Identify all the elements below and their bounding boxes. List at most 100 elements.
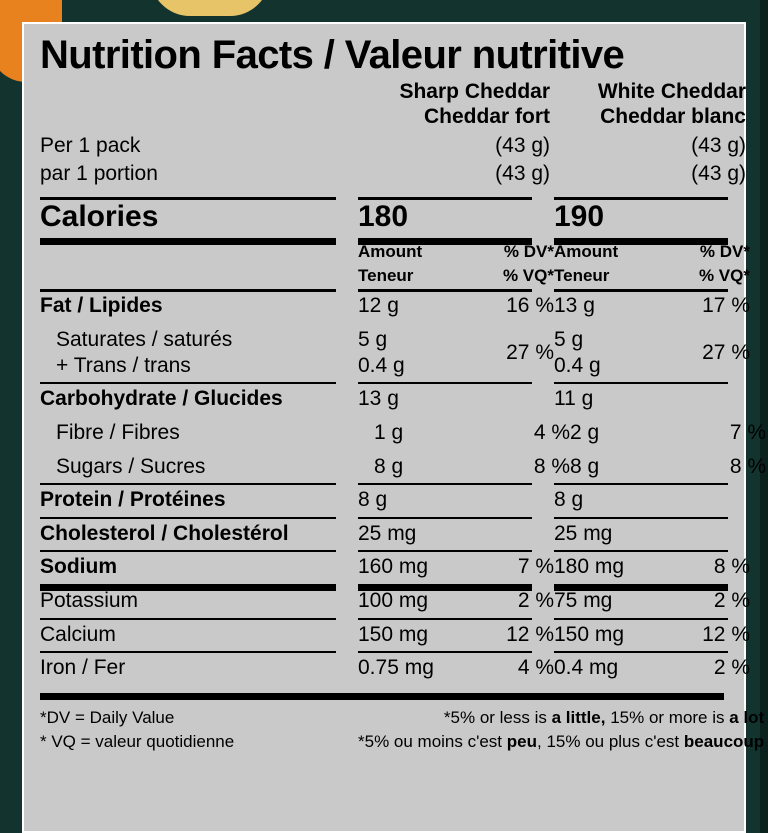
carb-dv-1	[462, 382, 558, 416]
serving-1-fr: (43 g)	[495, 162, 550, 186]
table-row: Sugars / Sucres 8 g 8 % 8 g 8 %	[40, 450, 766, 484]
serving-row-fr: par 1 portion (43 g) (43 g)	[40, 158, 746, 187]
sugars-amount-2: 8 g	[570, 454, 600, 478]
sugars-amount-1: 8 g	[374, 454, 404, 478]
footnote-fr-a: *5% ou moins c'est	[358, 732, 507, 752]
footnote-en-d: a lot	[729, 707, 765, 727]
row-label-potassium: Potassium	[40, 588, 139, 612]
sodium-dv-2: 8 %	[713, 555, 750, 579]
spacer	[40, 187, 728, 197]
row-label-fat: Fat / Lipides	[40, 294, 163, 318]
column-header-2: White Cheddar	[554, 80, 750, 105]
protein-dv-2	[658, 483, 754, 517]
potassium-dv-1: 2 %	[517, 588, 554, 612]
serving-label-en: Per 1 pack	[40, 133, 141, 157]
amount-label-en-2: Amount	[554, 241, 619, 261]
footnote-en-b: a little,	[551, 707, 606, 727]
page-title: Nutrition Facts / Valeur nutritive	[40, 33, 625, 77]
fibre-dv-1: 4 %	[533, 420, 570, 444]
table-row: Iron / Fer 0.75 mg 4 % 0.4 mg 2 %	[40, 651, 750, 685]
amount-label-en-1: Amount	[358, 241, 423, 261]
fat-dv-2: 17 %	[702, 294, 750, 318]
footnote-guide-fr: *5% ou moins c'est peu, 15% ou plus c'es…	[358, 730, 764, 755]
spacer	[40, 685, 728, 693]
calories-value-2: 190	[554, 200, 605, 234]
dv-label-en-2: % DV*	[699, 241, 750, 261]
saturates-dv-2: 27 %	[702, 340, 750, 364]
amount-label-fr-2: Teneur	[554, 265, 610, 285]
row-label-sugars: Sugars / Sucres	[56, 454, 206, 478]
table-row: Sodium 160 mg 7 % 180 mg 8 %	[40, 550, 750, 584]
footnote-fr-b: peu	[506, 732, 537, 752]
column-headers: Sharp Cheddar White Cheddar	[40, 80, 746, 105]
column-2-name-fr: Cheddar blanc	[600, 104, 746, 128]
iron-dv-2: 2 %	[713, 656, 750, 680]
dv-label-en-1: % DV*	[503, 241, 554, 261]
calcium-dv-1: 12 %	[506, 622, 554, 646]
saturates-amount-1: 5 g	[358, 328, 388, 352]
carb-amount-1: 13 g	[358, 387, 399, 411]
footnote-left: *DV = Daily Value * VQ = valeur quotidie…	[40, 706, 358, 755]
fibre-dv-2: 7 %	[729, 420, 766, 444]
trans-amount-2: 0.4 g	[554, 353, 601, 377]
amount-header-row: Amount % DV* Amount % DV*	[40, 238, 750, 266]
row-label-calcium: Calcium	[40, 622, 116, 646]
dv-label-fr-1: % VQ*	[502, 265, 554, 285]
table-row: Fat / Lipides 12 g 16 % 13 g 17 %	[40, 289, 750, 323]
serving-label-fr: par 1 portion	[40, 162, 158, 186]
cholesterol-amount-1: 25 mg	[358, 521, 417, 545]
footnote-fr-c: , 15% ou plus c'est	[537, 732, 684, 752]
carb-amount-2: 11 g	[554, 387, 594, 411]
sodium-dv-1: 7 %	[517, 555, 554, 579]
saturates-dv-1: 27 %	[506, 340, 554, 364]
row-label-saturates: Saturates / saturés	[56, 328, 233, 352]
footnote-fr-d: beaucoup	[683, 732, 765, 752]
potassium-amount-1: 100 mg	[358, 588, 429, 612]
footnote-vq-fr: * VQ = valeur quotidienne	[40, 732, 235, 752]
fat-amount-1: 12 g	[358, 294, 399, 318]
iron-dv-1: 4 %	[517, 656, 554, 680]
footnotes: *DV = Daily Value * VQ = valeur quotidie…	[40, 700, 764, 755]
serving-row-en: Per 1 pack (43 g) (43 g)	[40, 130, 746, 159]
row-label-cholesterol: Cholesterol / Cholestérol	[40, 521, 289, 545]
row-label-carbohydrate: Carbohydrate / Glucides	[40, 387, 283, 411]
iron-amount-1: 0.75 mg	[358, 656, 434, 680]
calories-label: Calories	[40, 200, 159, 234]
table-row: Calcium 150 mg 12 % 150 mg 12 %	[40, 618, 750, 652]
rule-above-footnotes	[40, 692, 724, 700]
cholesterol-dv-1	[462, 517, 558, 551]
footnote-en-c: 15% or more is	[605, 707, 730, 727]
trans-amount-1: 0.4 g	[358, 353, 405, 377]
row-label-protein: Protein / Protéines	[40, 488, 226, 512]
potassium-amount-2: 75 mg	[554, 588, 613, 612]
table-row: Cholesterol / Cholestérol 25 mg 25 mg	[40, 517, 728, 551]
footnote-en-a: *5% or less is	[443, 707, 552, 727]
carb-dv-2	[658, 382, 754, 416]
fat-dv-1: 16 %	[506, 294, 554, 318]
serving-2-en: (43 g)	[691, 133, 746, 157]
table-row: Protein / Protéines 8 g 8 g	[40, 483, 728, 517]
column-headers-fr: Cheddar fort Cheddar blanc	[40, 104, 746, 130]
table-row: Saturates / saturés + Trans / trans 5 g …	[40, 323, 750, 382]
row-label-sodium: Sodium	[40, 555, 117, 579]
potassium-dv-2: 2 %	[713, 588, 750, 612]
cholesterol-dv-2	[658, 517, 754, 551]
column-1-name-en: Sharp Cheddar	[399, 80, 550, 103]
row-label-trans: + Trans / trans	[56, 353, 191, 377]
sodium-amount-2: 180 mg	[554, 555, 625, 579]
fibre-amount-1: 1 g	[374, 420, 404, 444]
sodium-amount-1: 160 mg	[358, 555, 429, 579]
table-row: Fibre / Fibres 1 g 4 % 2 g 7 %	[40, 416, 766, 450]
protein-amount-2: 8 g	[554, 488, 584, 512]
serving-2-fr: (43 g)	[691, 162, 746, 186]
saturates-amount-2: 5 g	[554, 328, 584, 352]
sugars-dv-1: 8 %	[533, 454, 570, 478]
column-header-1: Sharp Cheddar	[358, 80, 554, 105]
calcium-dv-2: 12 %	[702, 622, 750, 646]
dv-label-fr-2: % VQ*	[698, 265, 750, 285]
column-1-name-fr: Cheddar fort	[424, 104, 550, 128]
footnote-right: *5% or less is a little, 15% or more is …	[358, 706, 768, 755]
column-2-name-en: White Cheddar	[597, 80, 746, 103]
calcium-amount-1: 150 mg	[358, 622, 429, 646]
amount-label-fr-1: Teneur	[358, 265, 414, 285]
